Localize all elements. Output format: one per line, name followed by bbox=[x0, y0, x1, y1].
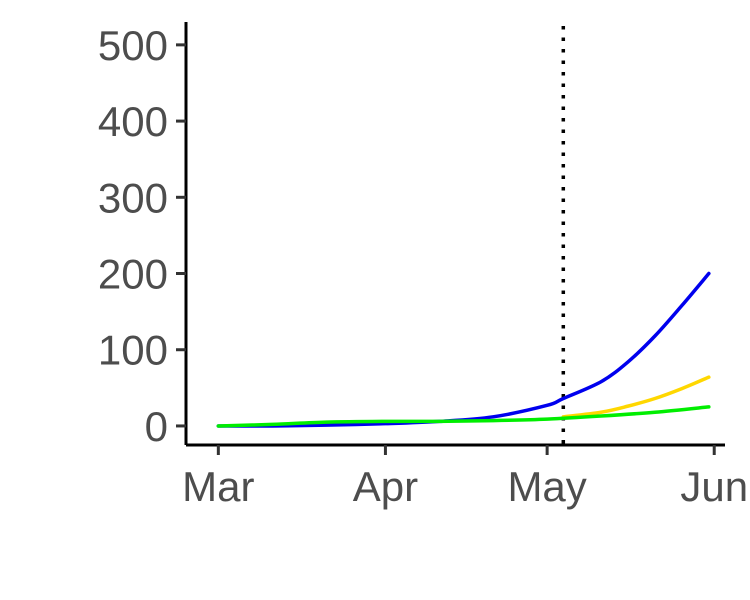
x-tick-label-apr: Apr bbox=[353, 463, 418, 510]
series-line-3 bbox=[216, 405, 711, 428]
axes-layer: 0 100 200 300 400 500 Mar Apr May Jun bbox=[98, 22, 748, 510]
x-tick-label-mar: Mar bbox=[182, 463, 254, 510]
series-line-1 bbox=[216, 271, 711, 428]
y-tick-label-300: 300 bbox=[98, 174, 168, 221]
y-tick-label-400: 400 bbox=[98, 98, 168, 145]
series-layer bbox=[216, 26, 711, 445]
y-tick-label-200: 200 bbox=[98, 251, 168, 298]
y-tick-label-100: 100 bbox=[98, 327, 168, 374]
y-tick-label-0: 0 bbox=[145, 403, 168, 450]
x-tick-label-may: May bbox=[507, 463, 586, 510]
x-tick-label-jun: Jun bbox=[680, 463, 748, 510]
series-line-2 bbox=[561, 375, 711, 419]
y-tick-label-500: 500 bbox=[98, 22, 168, 69]
